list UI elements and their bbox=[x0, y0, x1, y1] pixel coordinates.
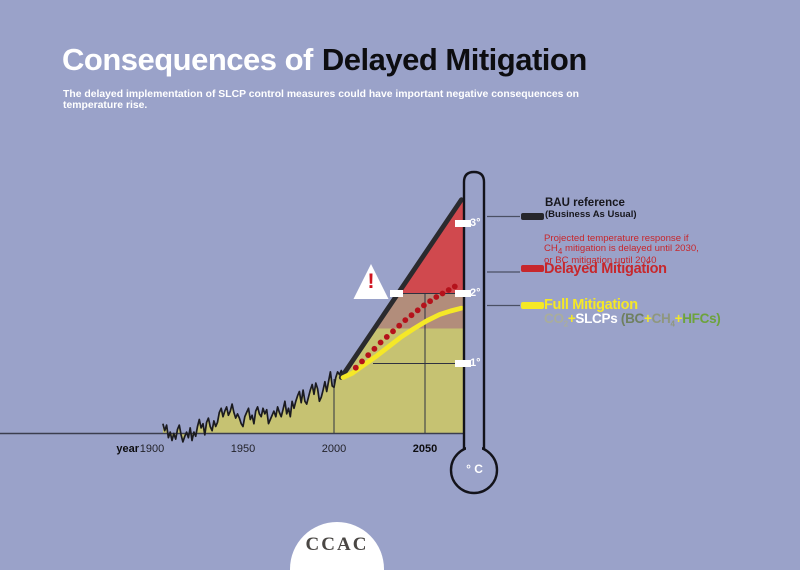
deg-label-1: 1° bbox=[470, 357, 481, 369]
x-tick-1900: 1900 bbox=[139, 443, 165, 455]
full-legend-label: Full Mitigation bbox=[544, 297, 638, 313]
subtitle-line2: temperature rise. bbox=[63, 99, 148, 111]
x-tick-1950: 1950 bbox=[230, 443, 256, 455]
x-tick-2050: 2050 bbox=[412, 443, 438, 455]
delayed-legend-dash bbox=[521, 265, 544, 272]
x-axis-title: year bbox=[116, 443, 139, 455]
bau-legend-sublabel: (Business As Usual) bbox=[545, 209, 637, 220]
full-legend-dash bbox=[521, 302, 544, 309]
warning-exclamation: ! bbox=[367, 270, 375, 293]
chart-fill-regions bbox=[162, 199, 463, 442]
thermometer bbox=[449, 170, 499, 495]
tick-1deg bbox=[455, 360, 471, 367]
celsius-unit-label: ° C bbox=[466, 462, 483, 476]
warning-triangle-icon bbox=[353, 264, 389, 299]
tick-3deg bbox=[455, 220, 471, 227]
ccac-logo: CCAC bbox=[290, 522, 384, 570]
subtitle-line1: The delayed implementation of SLCP contr… bbox=[63, 89, 579, 100]
title-part-white: Consequences of bbox=[62, 42, 313, 77]
title-part-black: Delayed Mitigation bbox=[321, 42, 587, 77]
legend-connectors bbox=[487, 215, 520, 307]
chart-lines bbox=[0, 197, 465, 443]
page-title: Consequences of Delayed Mitigation bbox=[62, 42, 587, 78]
bau-legend-dash bbox=[521, 213, 544, 220]
deg-label-2: 2° bbox=[470, 287, 481, 299]
bau-legend-label: BAU reference bbox=[545, 197, 625, 209]
pollutants-formula: CO2+SLCPs (BC+CH4+HFCs) bbox=[544, 311, 721, 329]
ccac-logo-text: CCAC bbox=[305, 534, 369, 555]
thermometer-tube bbox=[462, 170, 486, 450]
delayed-legend-label: Delayed Mitigation bbox=[544, 261, 667, 277]
x-tick-2000: 2000 bbox=[321, 443, 347, 455]
thermometer-neck-mask bbox=[466, 443, 482, 454]
deg-label-3: 3° bbox=[470, 217, 481, 229]
delayed-mitigation-note: Projected temperature response if CH4 mi… bbox=[544, 233, 699, 267]
tick-2deg bbox=[455, 290, 471, 297]
two-degree-marker-dash bbox=[390, 290, 403, 297]
subtitle: The delayed implementation of SLCP contr… bbox=[63, 89, 579, 112]
